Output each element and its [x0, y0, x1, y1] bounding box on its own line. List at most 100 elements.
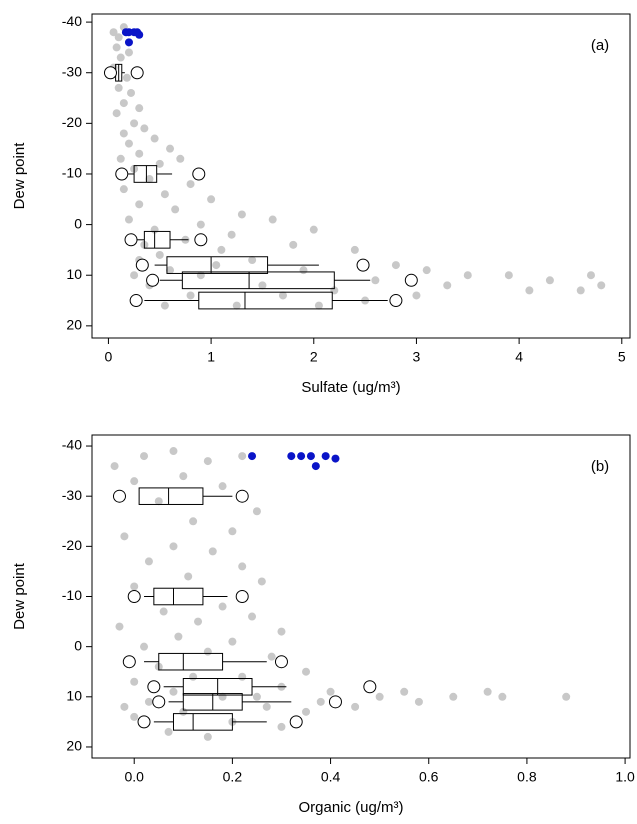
- point: [112, 109, 121, 118]
- point: [114, 33, 123, 42]
- point: [150, 134, 159, 143]
- point: [217, 245, 226, 254]
- point: [130, 582, 139, 591]
- flier: [235, 489, 249, 503]
- y-tick-label: -10: [62, 165, 82, 181]
- point: [130, 677, 139, 686]
- point: [218, 482, 227, 491]
- point: [525, 286, 534, 295]
- point: [316, 697, 325, 706]
- flier: [194, 233, 208, 247]
- point: [135, 200, 144, 209]
- point: [326, 687, 335, 696]
- point: [400, 687, 409, 696]
- point: [135, 30, 144, 39]
- point: [176, 154, 185, 163]
- point: [545, 276, 554, 285]
- point: [140, 124, 149, 133]
- point: [140, 642, 149, 651]
- point: [287, 452, 296, 461]
- y-tick-label: -20: [62, 114, 82, 130]
- x-tick-label: 0.4: [321, 769, 341, 785]
- point: [248, 256, 257, 265]
- point: [127, 88, 136, 97]
- point: [155, 250, 164, 259]
- y-tick-label: 10: [66, 266, 82, 282]
- y-tick-label: -30: [62, 487, 82, 503]
- x-tick-label: 0.2: [223, 769, 243, 785]
- point: [267, 652, 276, 661]
- y-tick-label: 20: [66, 317, 82, 333]
- flier: [328, 695, 342, 709]
- point: [203, 732, 212, 741]
- point: [171, 205, 180, 214]
- point: [164, 727, 173, 736]
- flier: [152, 695, 166, 709]
- point: [414, 697, 423, 706]
- point: [160, 301, 169, 310]
- y-tick-label: -20: [62, 537, 82, 553]
- x-tick-label: 2: [310, 349, 318, 365]
- flier: [115, 167, 129, 181]
- point: [351, 702, 360, 711]
- point: [248, 612, 257, 621]
- point: [391, 261, 400, 270]
- panel-label: (b): [591, 458, 609, 475]
- point: [194, 617, 203, 626]
- point: [238, 672, 247, 681]
- point: [140, 452, 149, 461]
- flier: [122, 655, 136, 669]
- plot-frame: [91, 13, 631, 339]
- point: [314, 301, 323, 310]
- flier: [127, 590, 141, 603]
- point: [110, 462, 119, 471]
- box: [143, 230, 171, 249]
- point: [184, 572, 193, 581]
- point: [449, 692, 458, 701]
- flier: [129, 294, 143, 308]
- point: [252, 507, 261, 516]
- point: [207, 195, 216, 204]
- point: [302, 707, 311, 716]
- flier: [137, 715, 151, 729]
- flier: [356, 258, 370, 272]
- flier: [389, 294, 403, 308]
- point: [498, 692, 507, 701]
- point: [208, 547, 217, 556]
- x-tick-label: 0.0: [124, 769, 144, 785]
- point: [169, 447, 178, 456]
- point: [227, 230, 236, 239]
- panel-label: (a): [591, 37, 609, 54]
- flier: [124, 233, 138, 247]
- point: [302, 667, 311, 676]
- point: [212, 261, 221, 270]
- point: [350, 245, 359, 254]
- point: [309, 225, 318, 234]
- point: [412, 291, 421, 300]
- point: [277, 722, 286, 731]
- point: [124, 48, 133, 57]
- point: [120, 532, 129, 541]
- y-axis-label: Dew point: [11, 562, 28, 630]
- point: [116, 53, 125, 62]
- point: [504, 271, 513, 280]
- flier: [192, 167, 206, 181]
- flier: [363, 680, 377, 694]
- point: [278, 291, 287, 300]
- point: [119, 185, 128, 194]
- point: [258, 281, 267, 290]
- point: [116, 154, 125, 163]
- point: [115, 622, 124, 631]
- x-tick-label: 0.6: [419, 769, 439, 785]
- point: [124, 139, 133, 148]
- point: [145, 175, 154, 184]
- point: [375, 692, 384, 701]
- y-tick-label: -40: [62, 13, 82, 29]
- point: [237, 210, 246, 219]
- point: [109, 28, 118, 37]
- y-tick-label: 10: [66, 688, 82, 704]
- point: [268, 215, 277, 224]
- point: [463, 271, 472, 280]
- point: [119, 99, 128, 108]
- box: [198, 291, 333, 310]
